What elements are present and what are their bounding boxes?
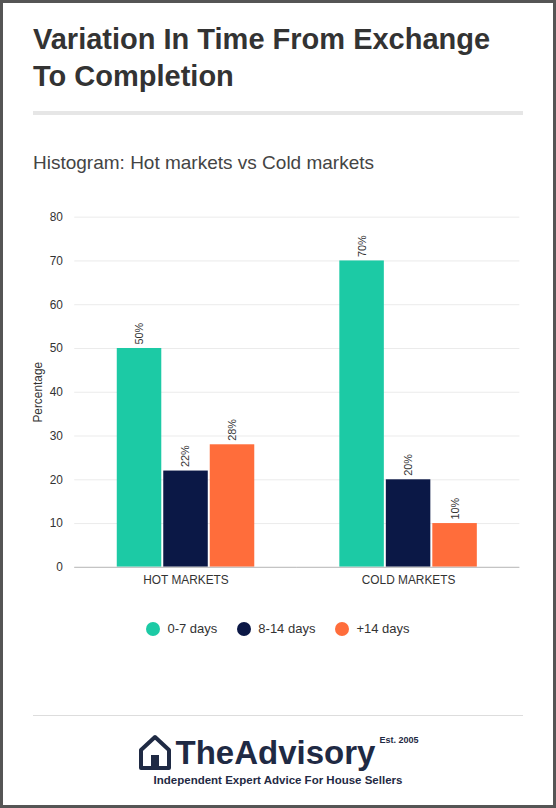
svg-text:10%: 10% [449,498,461,520]
svg-text:Percentage: Percentage [31,362,45,423]
svg-text:0: 0 [56,560,63,574]
svg-text:50: 50 [50,341,64,355]
html-text:Est. 2005: Est. 2005 [379,735,419,745]
svg-text:40: 40 [50,385,64,399]
html-text:0-7 days: 0-7 days [167,621,218,636]
html-text:Variation In Time From Exchang: Variation In Time From Exchange To Compl… [33,23,491,92]
svg-text:22%: 22% [179,445,191,467]
svg-text:20: 20 [50,473,64,487]
svg-text:70%: 70% [356,235,368,257]
html-text:TheAdvisory: TheAdvisory [175,734,376,771]
svg-text:10: 10 [50,516,64,530]
html-text:Histogram: Hot markets vs Cold: Histogram: Hot markets vs Cold markets [33,152,374,173]
svg-text:28%: 28% [226,419,238,441]
svg-text:80: 80 [50,210,64,224]
svg-text:HOT MARKETS: HOT MARKETS [143,573,229,587]
html-text:Independent Expert Advice For: Independent Expert Advice For House Sell… [153,774,403,786]
svg-text:30: 30 [50,429,64,443]
svg-text:COLD MARKETS: COLD MARKETS [362,573,456,587]
svg-text:70: 70 [50,254,64,268]
svg-text:60: 60 [50,298,64,312]
svg-text:20%: 20% [402,454,414,476]
svg-text:50%: 50% [133,322,145,344]
html-text:8-14 days: 8-14 days [258,621,316,636]
html-text:+14 days: +14 days [356,621,410,636]
